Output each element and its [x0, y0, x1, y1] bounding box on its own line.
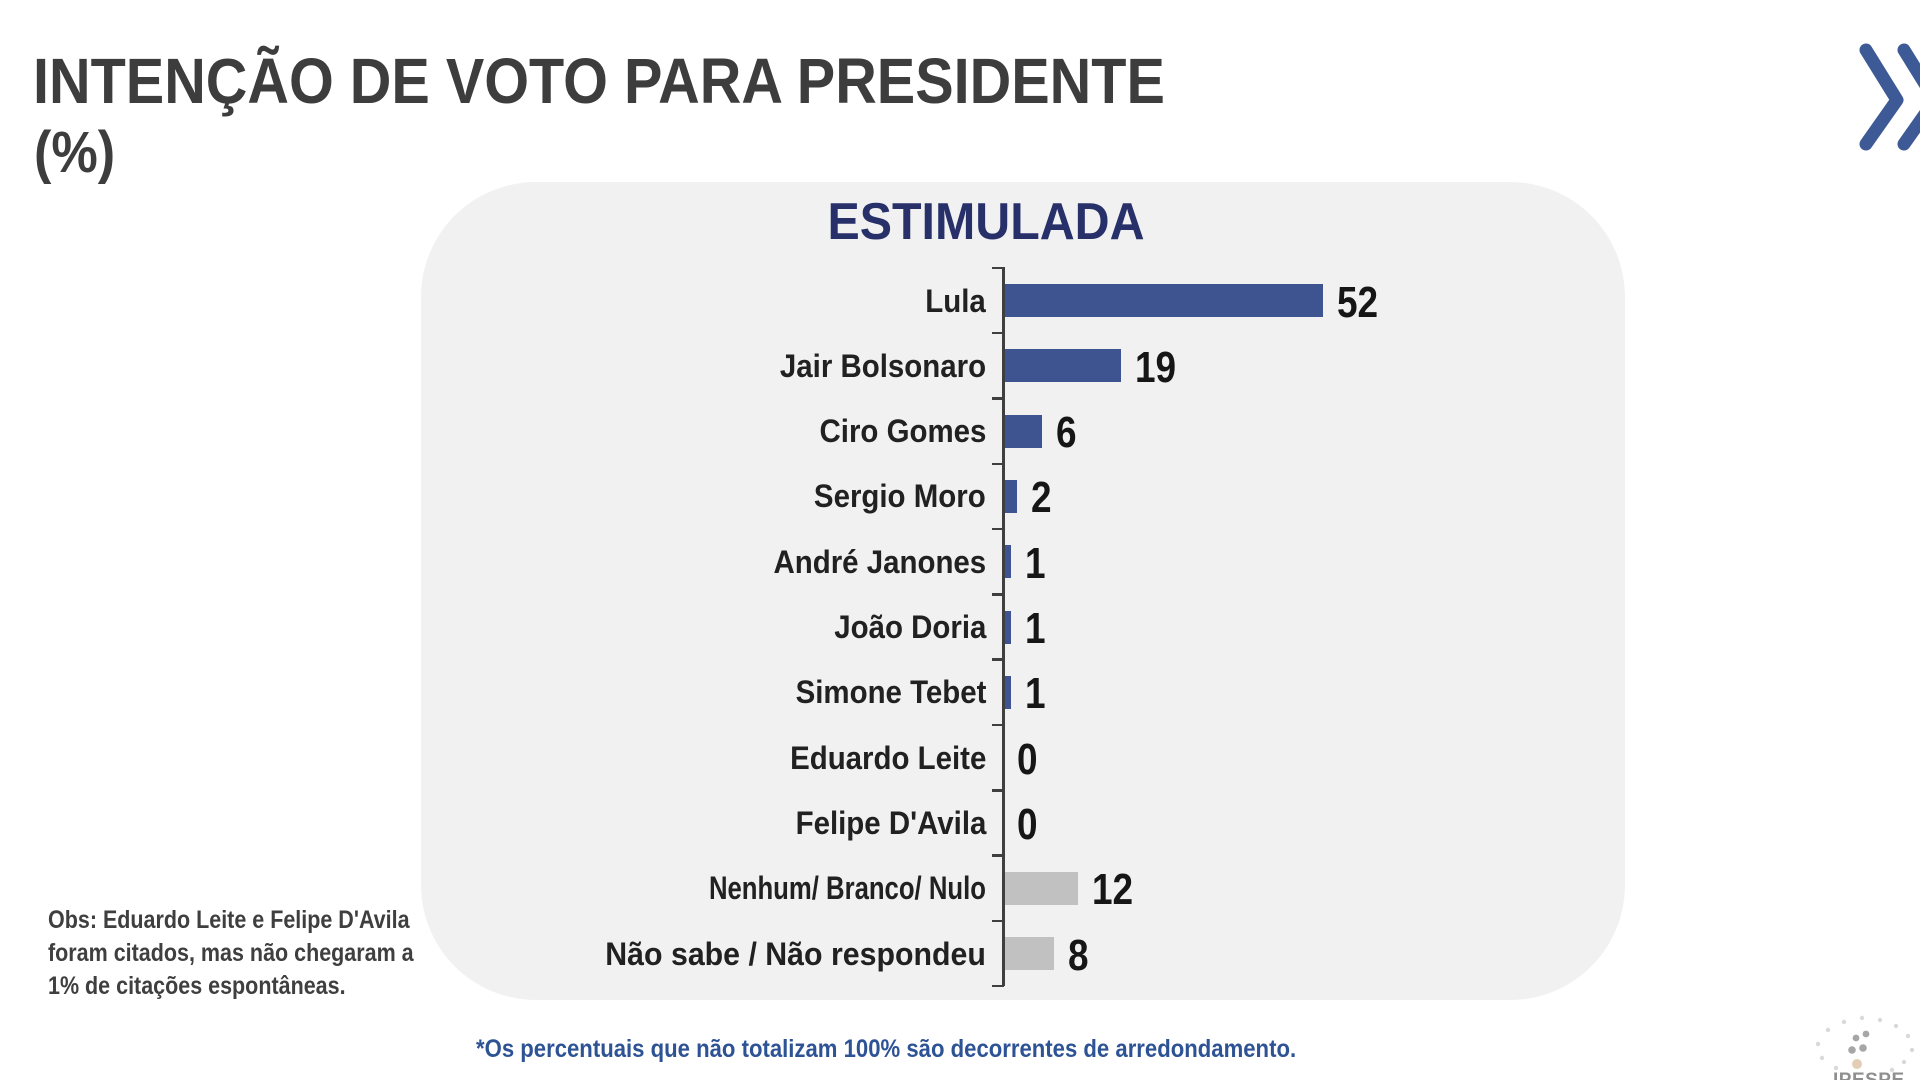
svg-text:IPESPE: IPESPE [1833, 1070, 1905, 1080]
